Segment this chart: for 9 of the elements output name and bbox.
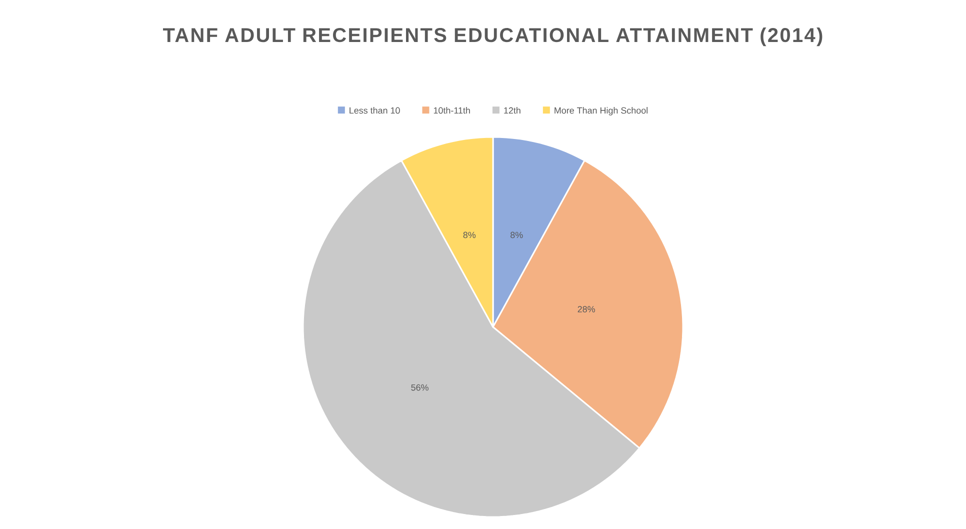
- legend-label: 10th-11th: [434, 107, 470, 114]
- data-label: 8%: [463, 232, 476, 238]
- data-label: 56%: [411, 384, 428, 391]
- legend-label: Less than 10: [350, 107, 400, 114]
- data-label: 8%: [510, 232, 523, 238]
- legend-label: More Than High School: [554, 107, 648, 116]
- data-label: 28%: [578, 306, 595, 312]
- chart-title: TANF ADULT RECEIPIENTS EDUCATIONAL ATTAINMENT (2014): [163, 28, 822, 46]
- legend-label: 12th: [504, 107, 520, 114]
